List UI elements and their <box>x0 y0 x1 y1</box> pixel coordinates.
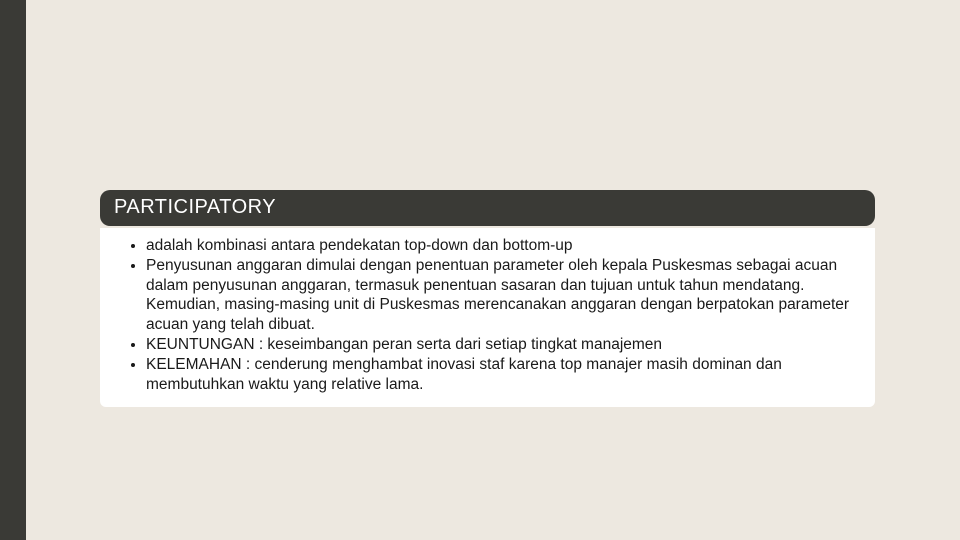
section-title: PARTICIPATORY <box>114 196 276 218</box>
left-accent-bar <box>0 0 26 540</box>
bullet-list: adalah kombinasi antara pendekatan top-d… <box>100 228 875 407</box>
list-item: KEUNTUNGAN : keseimbangan peran serta da… <box>146 335 857 355</box>
slide-content: PARTICIPATORY adalah kombinasi antara pe… <box>100 190 875 407</box>
list-item: adalah kombinasi antara pendekatan top-d… <box>146 236 857 256</box>
section-header: PARTICIPATORY <box>100 190 875 226</box>
list-item: Penyusunan anggaran dimulai dengan penen… <box>146 256 857 335</box>
list-item: KELEMAHAN : cenderung menghambat inovasi… <box>146 355 857 395</box>
